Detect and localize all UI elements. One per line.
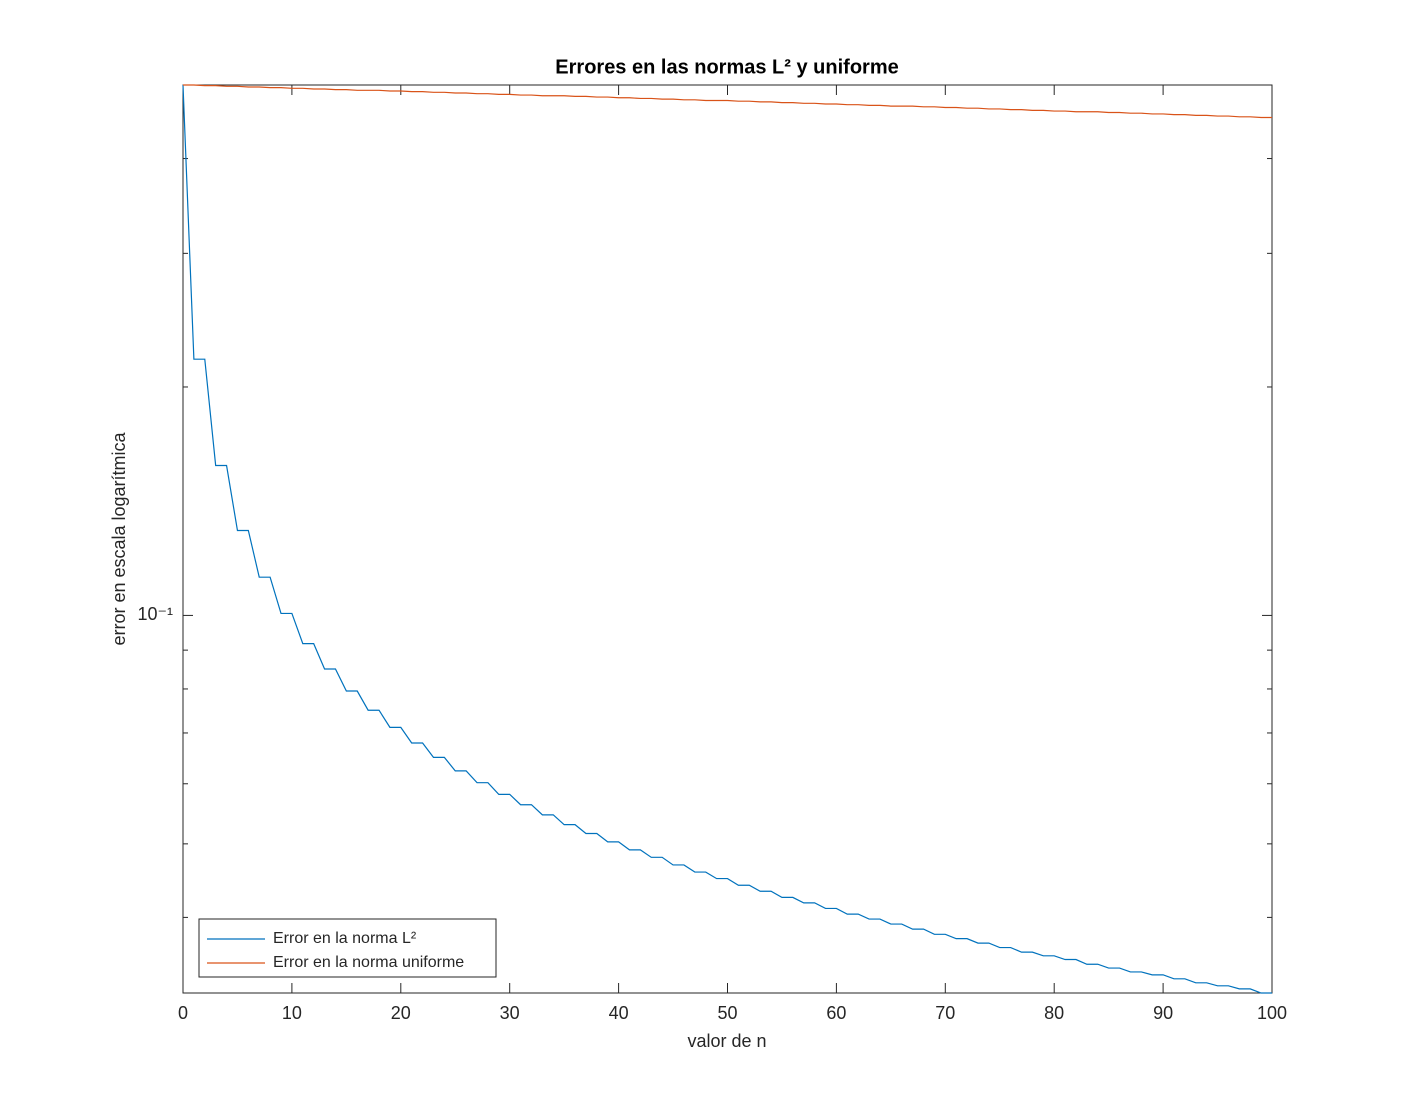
legend-label: Error en la norma uniforme bbox=[273, 954, 464, 971]
line-series bbox=[182, 84, 1272, 994]
plot-frame bbox=[182, 84, 1273, 994]
x-tick-label: 30 bbox=[500, 1003, 520, 1023]
chart-title: Errores en las normas L² y uniforme bbox=[555, 56, 898, 78]
x-tick-label: 90 bbox=[1153, 1003, 1173, 1023]
x-tick-label: 80 bbox=[1044, 1003, 1064, 1023]
x-tick-label: 40 bbox=[609, 1003, 629, 1023]
legend-label: Error en la norma L² bbox=[273, 930, 417, 947]
x-tick-label: 20 bbox=[391, 1003, 411, 1023]
x-axis-label: valor de n bbox=[687, 1031, 766, 1051]
x-tick-label: 0 bbox=[178, 1003, 188, 1023]
line-series bbox=[183, 84, 1272, 119]
x-tick-label: 60 bbox=[826, 1003, 846, 1023]
x-tick-label: 10 bbox=[282, 1003, 302, 1023]
y-axis-label: error en escala logarítmica bbox=[109, 431, 129, 645]
x-tick-label: 100 bbox=[1257, 1003, 1287, 1023]
y-tick-label: 10⁻¹ bbox=[137, 604, 173, 624]
legend-box bbox=[198, 918, 497, 978]
x-tick-label: 70 bbox=[935, 1003, 955, 1023]
x-tick-label: 50 bbox=[717, 1003, 737, 1023]
